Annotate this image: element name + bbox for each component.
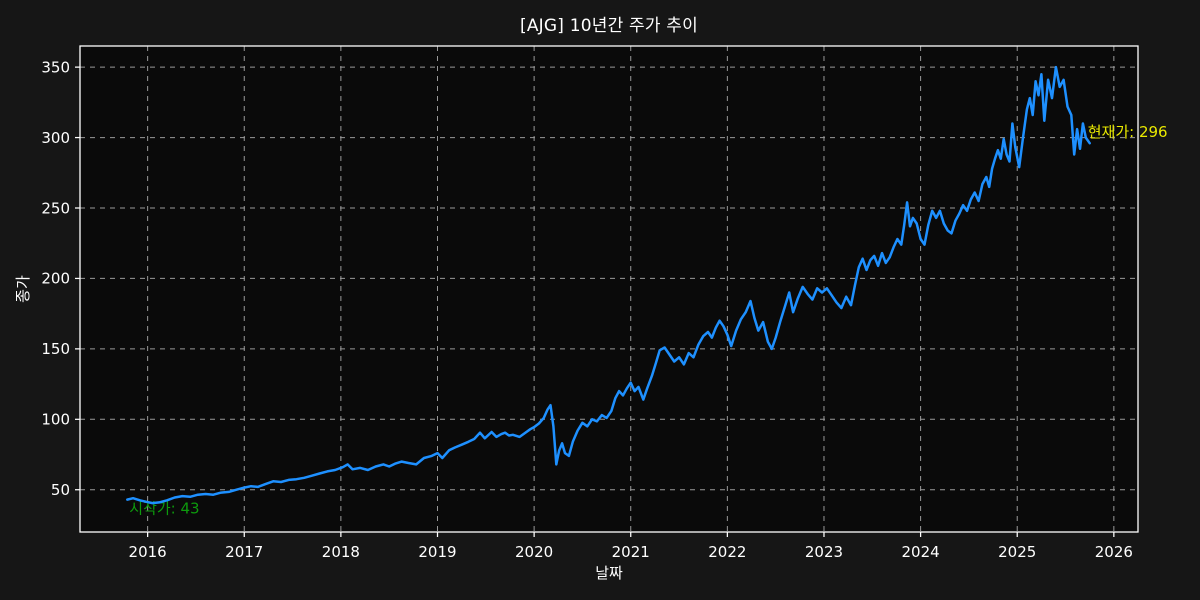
x-tick-label: 2021 [612, 543, 650, 561]
plot-area [80, 46, 1138, 532]
x-tick-label: 2023 [805, 543, 843, 561]
annotation-current-price: 현재가: 296 [1088, 123, 1168, 141]
y-tick-label: 100 [41, 411, 70, 429]
x-tick-label: 2018 [322, 543, 360, 561]
y-axis-label: 종가 [14, 275, 32, 303]
y-tick-label: 300 [41, 129, 70, 147]
x-axis-label: 날짜 [595, 564, 623, 582]
x-tick-label: 2022 [708, 543, 746, 561]
y-tick-label: 250 [41, 199, 70, 217]
x-tick-label: 2016 [129, 543, 167, 561]
tick-marks [75, 66, 1115, 537]
y-tick-label: 200 [41, 270, 70, 288]
price-line [126, 65, 1091, 505]
x-tick-label: 2020 [515, 543, 553, 561]
x-tick-label: 2019 [418, 543, 456, 561]
y-tick-label: 350 [41, 58, 70, 76]
x-tick-label: 2025 [998, 543, 1036, 561]
chart-title: [AJG] 10년간 주가 추이 [520, 16, 698, 36]
x-tick-label: 2026 [1095, 543, 1133, 561]
y-tick-label: 150 [41, 340, 70, 358]
y-tick-label: 50 [51, 481, 70, 499]
annotation-start-price: 시작가: 43 [129, 499, 199, 517]
plot-border [79, 45, 1139, 533]
x-tick-label: 2017 [225, 543, 263, 561]
x-tick-label: 2024 [902, 543, 940, 561]
